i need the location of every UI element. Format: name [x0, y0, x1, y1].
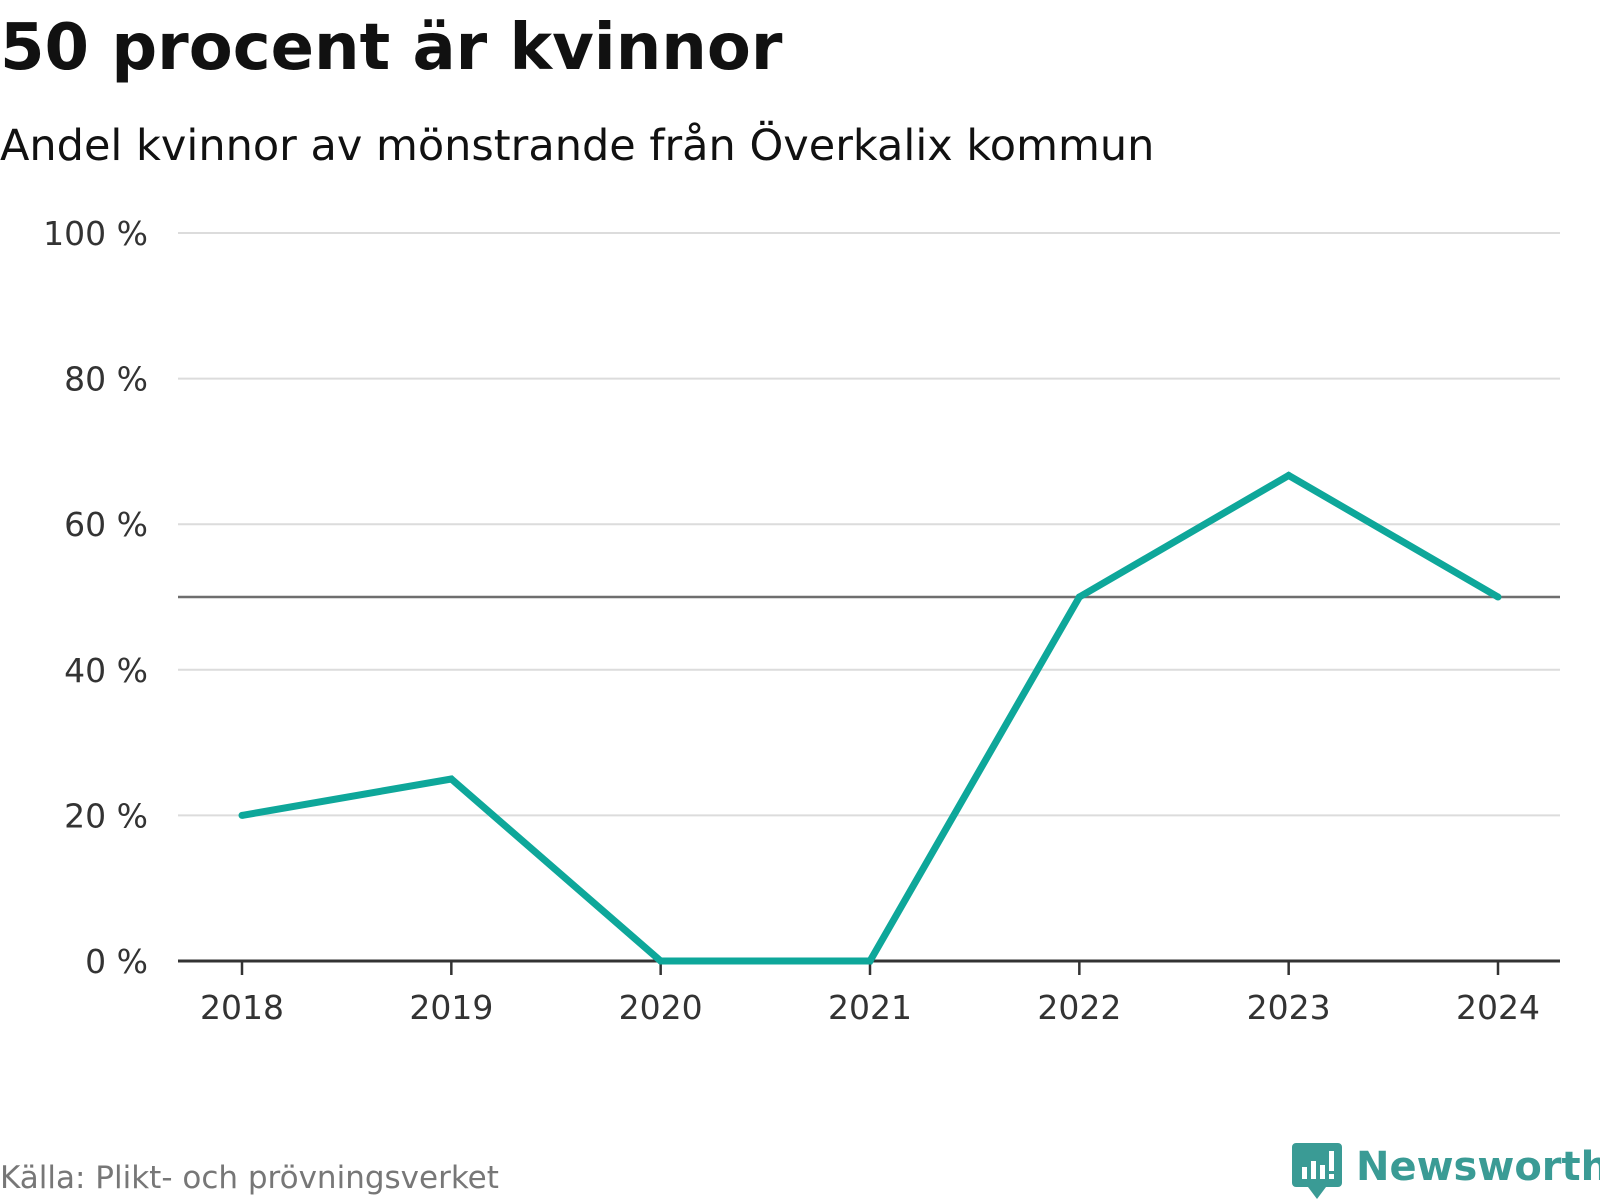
- x-tick-label: 2023: [1247, 988, 1331, 1027]
- data-point: [238, 811, 246, 819]
- y-tick-label: 100 %: [43, 214, 148, 253]
- newsworthy-logo: Newsworthy: [1292, 1143, 1600, 1203]
- source-note: Källa: Plikt- och prövningsverket: [0, 1160, 499, 1196]
- data-point: [657, 957, 665, 965]
- y-tick-label: 60 %: [64, 505, 148, 544]
- newsworthy-chart-bubble-icon: [1292, 1143, 1342, 1199]
- x-tick-label: 2020: [619, 988, 703, 1027]
- series-line: [241, 471, 1500, 965]
- chart-subtitle: Andel kvinnor av mönstrande från Överkal…: [0, 121, 1155, 171]
- data-point: [447, 775, 455, 783]
- y-tick-label: 0 %: [85, 942, 148, 981]
- y-tick-label: 40 %: [64, 651, 148, 690]
- chart-title: 50 procent är kvinnor: [0, 11, 783, 85]
- data-point: [1494, 593, 1502, 601]
- series-group: [238, 471, 1502, 965]
- x-tick-label: 2022: [1037, 988, 1121, 1027]
- x-tick-label: 2019: [409, 988, 493, 1027]
- data-point: [1285, 471, 1293, 479]
- logo-text: Newsworthy: [1356, 1144, 1600, 1190]
- data-point: [1075, 593, 1083, 601]
- x-tick-label: 2024: [1456, 988, 1540, 1027]
- y-axis-ticks: 0 % 20 % 40 % 60 % 80 % 100 %: [43, 214, 148, 981]
- y-tick-label: 20 %: [64, 796, 148, 835]
- x-tick-label: 2021: [828, 988, 912, 1027]
- x-axis-ticks: 2018 2019 2020 2021 2022 2023 2024: [200, 961, 1540, 1027]
- grid-lines: [178, 232, 1560, 817]
- line-chart: 0 % 20 % 40 % 60 % 80 % 100 % 2018 2019 2020 202…: [43, 214, 1560, 1027]
- data-point: [866, 957, 874, 965]
- y-tick-label: 80 %: [64, 360, 148, 399]
- x-tick-label: 2018: [200, 988, 284, 1027]
